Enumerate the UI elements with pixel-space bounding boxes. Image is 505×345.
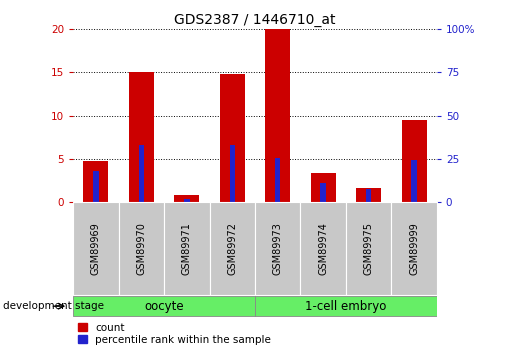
Text: development stage: development stage: [3, 301, 104, 311]
Bar: [93, 171, 98, 202]
Bar: [83, 161, 109, 202]
Text: GSM89970: GSM89970: [136, 222, 146, 275]
Text: GSM89974: GSM89974: [318, 222, 328, 275]
Bar: [164, 202, 210, 295]
Bar: [391, 202, 437, 295]
Text: oocyte: oocyte: [144, 300, 184, 313]
Bar: [255, 296, 437, 316]
Text: 1-cell embryo: 1-cell embryo: [305, 300, 387, 313]
Title: GDS2387 / 1446710_at: GDS2387 / 1446710_at: [174, 13, 336, 27]
Bar: [356, 188, 381, 202]
Bar: [119, 202, 164, 295]
Text: GSM89972: GSM89972: [227, 222, 237, 275]
Text: GSM89975: GSM89975: [364, 222, 374, 275]
Bar: [401, 120, 427, 202]
Bar: [174, 195, 199, 202]
Bar: [73, 296, 255, 316]
Text: GSM89969: GSM89969: [91, 222, 101, 275]
Bar: [73, 202, 119, 295]
Bar: [129, 72, 154, 202]
Bar: [366, 189, 371, 202]
Bar: [255, 202, 300, 295]
Legend: count, percentile rank within the sample: count, percentile rank within the sample: [78, 323, 271, 345]
Text: GSM89971: GSM89971: [182, 222, 192, 275]
Bar: [230, 145, 235, 202]
Bar: [265, 29, 290, 202]
Bar: [210, 202, 255, 295]
Text: GSM89999: GSM89999: [409, 222, 419, 275]
Bar: [412, 159, 417, 202]
Text: GSM89973: GSM89973: [273, 222, 283, 275]
Bar: [300, 202, 346, 295]
Bar: [311, 173, 336, 202]
Bar: [220, 74, 245, 202]
Bar: [184, 199, 189, 202]
Bar: [321, 183, 326, 202]
Bar: [346, 202, 391, 295]
Bar: [275, 158, 280, 202]
Bar: [139, 145, 144, 202]
